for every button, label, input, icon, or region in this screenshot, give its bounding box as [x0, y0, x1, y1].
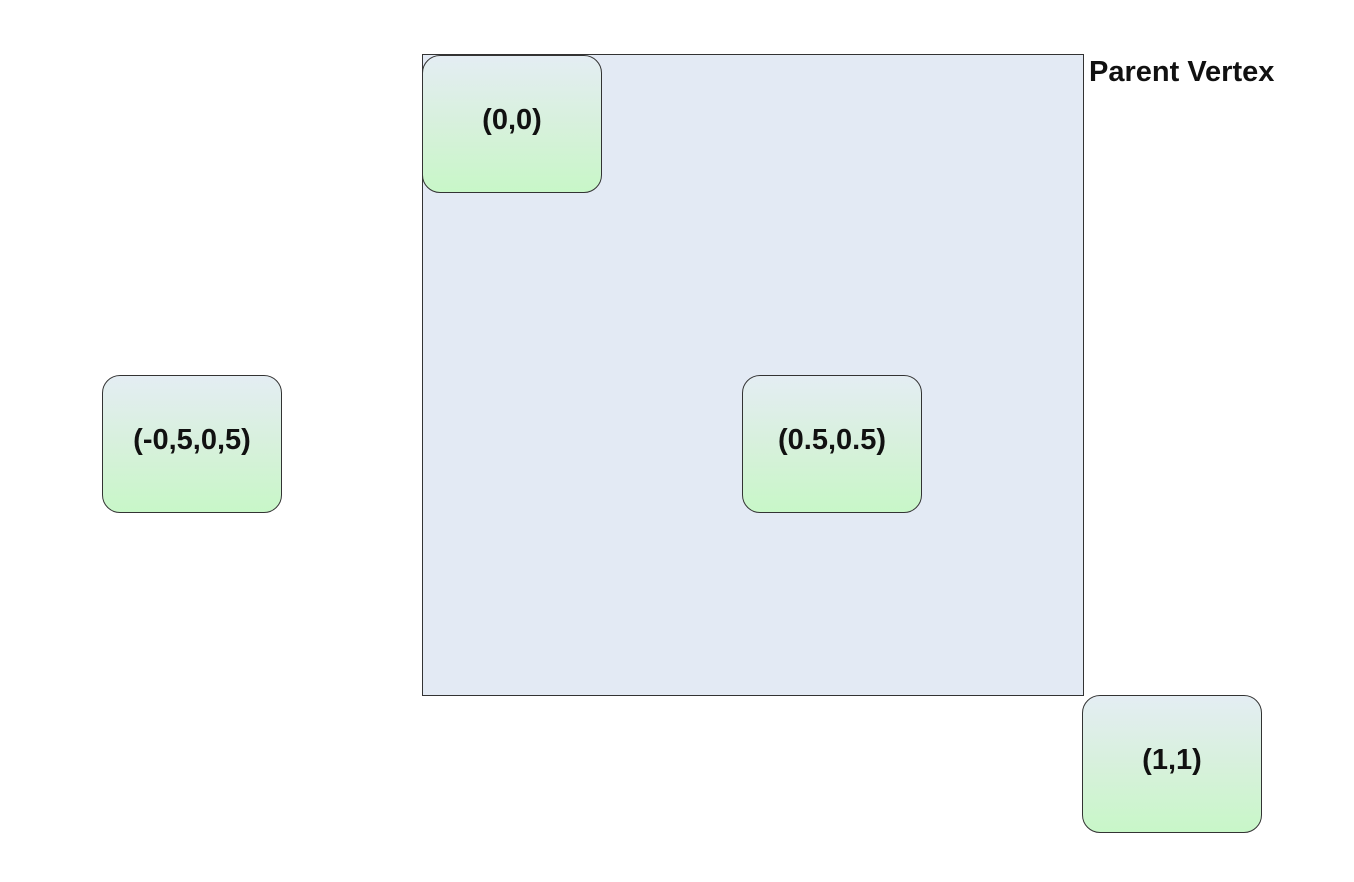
child-vertex-bottom-right[interactable]: (1,1)	[1082, 695, 1262, 833]
parent-vertex-label: Parent Vertex	[1089, 56, 1275, 88]
child-vertex-origin[interactable]: (0,0)	[422, 55, 602, 193]
child-vertex-center[interactable]: (0.5,0.5)	[742, 375, 922, 513]
child-vertex-label: (0.5,0.5)	[778, 423, 886, 456]
child-vertex-left-outside[interactable]: (-0,5,0,5)	[102, 375, 282, 513]
child-vertex-label: (1,1)	[1142, 743, 1202, 776]
child-vertex-label: (0,0)	[482, 103, 542, 136]
child-vertex-label: (-0,5,0,5)	[133, 423, 251, 456]
